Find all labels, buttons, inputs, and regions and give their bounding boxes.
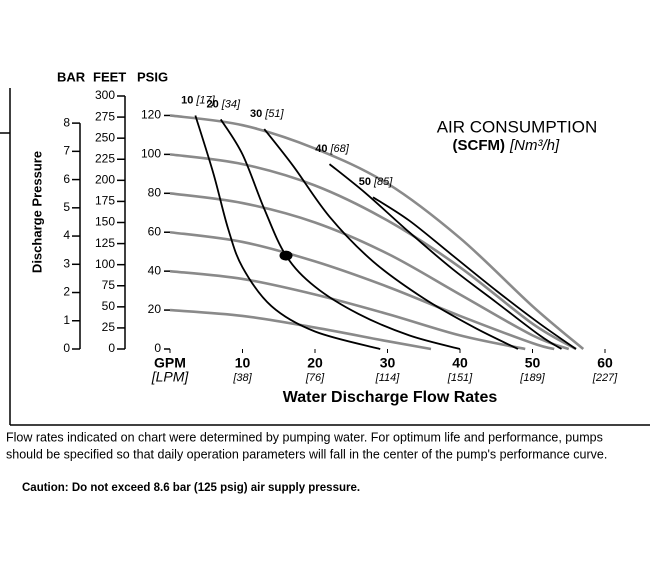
air-curve-label: 20 (207, 98, 219, 110)
bar-tick-label: 1 (63, 313, 70, 327)
x-tick-label-metric: [227] (592, 372, 618, 384)
air-curve (219, 118, 461, 350)
legend-title: AIR CONSUMPTION (437, 117, 598, 136)
y-tick-label: 20 (148, 302, 162, 316)
feet-tick-label: 75 (102, 278, 116, 292)
bar-tick-label: 7 (63, 144, 70, 158)
legend-unit: (SCFM) (453, 137, 506, 154)
note: should be specified so that daily operat… (6, 447, 607, 461)
air-curve-label-metric: [17] (195, 94, 215, 106)
x-tick-label-metric: [151] (447, 372, 473, 384)
air-curve-label: 10 (181, 94, 193, 106)
bar-tick-label: 6 (63, 172, 70, 186)
y-tick-label: 80 (148, 185, 162, 199)
feet-tick-label: 175 (95, 194, 115, 208)
feet-tick-label: 150 (95, 215, 115, 229)
y-tick-label: 100 (141, 147, 161, 161)
legend-unit-metric: [Nm³/h] (509, 137, 560, 154)
air-curve (194, 115, 381, 350)
note: Flow rates indicated on chart were deter… (6, 430, 603, 444)
bar-tick-label: 8 (63, 115, 70, 129)
air-curve-label-metric: [85] (373, 176, 393, 188)
y-tick-label: 120 (141, 108, 161, 122)
feet-tick-label: 275 (95, 109, 115, 123)
feet-tick-label: 300 (95, 88, 115, 102)
bar-tick-label: 5 (63, 200, 70, 214)
x-tick-label: 40 (452, 355, 468, 371)
y-tick-label: 60 (148, 224, 162, 238)
operating-point (279, 250, 293, 261)
feet-tick-label: 125 (95, 236, 115, 250)
x-tick-label-metric: [114] (375, 372, 401, 384)
feet-tick-label: 0 (108, 341, 115, 355)
head-curve (169, 153, 577, 351)
head-curve (169, 269, 526, 351)
x-axis-title: Water Discharge Flow Rates (283, 389, 498, 406)
bar-tick-label: 4 (63, 228, 70, 242)
feet-tick-label: 250 (95, 130, 115, 144)
feet-tick-label: 100 (95, 257, 115, 271)
y-tick-label: 0 (154, 341, 161, 355)
air-curve-label-metric: [68] (330, 143, 350, 155)
caution: Caution: Do not exceed 8.6 bar (125 psig… (22, 482, 360, 494)
x-tick-label: 20 (307, 355, 323, 371)
air-curve (328, 163, 562, 350)
x-tick-label: 60 (597, 355, 613, 371)
air-curve-label-metric: [51] (264, 108, 284, 120)
head-curve (169, 230, 555, 351)
x-tick-label-metric: [38] (232, 372, 252, 384)
air-curve-label: 50 (359, 176, 371, 188)
bar-tick-label: 0 (63, 341, 70, 355)
air-curve-label-metric: [34] (221, 98, 241, 110)
y-tick-label: 40 (148, 263, 162, 277)
x-tick-label-metric: [76] (305, 372, 325, 384)
x-tick-label: GPM (154, 355, 186, 371)
axis-header: FEET (93, 69, 126, 84)
air-curve (263, 128, 519, 350)
axis-header: PSIG (137, 69, 168, 84)
air-curve-label: 30 (250, 108, 262, 120)
head-curve (169, 308, 432, 351)
feet-tick-label: 25 (102, 320, 116, 334)
feet-tick-label: 200 (95, 173, 115, 187)
x-tick-label: 50 (525, 355, 541, 371)
x-tick-label-metric: [189] (519, 372, 545, 384)
feet-tick-label: 50 (102, 299, 116, 313)
bar-tick-label: 3 (63, 256, 70, 270)
bar-tick-label: 2 (63, 285, 70, 299)
air-curve (372, 196, 577, 350)
x-tick-label: 30 (380, 355, 396, 371)
x-tick-label: 10 (235, 355, 251, 371)
x-tick-label-metric: [LPM] (151, 369, 190, 385)
air-curve-label: 40 (315, 143, 327, 155)
feet-tick-label: 225 (95, 151, 115, 165)
head-curve (169, 114, 585, 350)
y-axis-title: Discharge Pressure (29, 151, 44, 273)
head-curve (169, 192, 570, 351)
axis-header: BAR (57, 69, 86, 84)
